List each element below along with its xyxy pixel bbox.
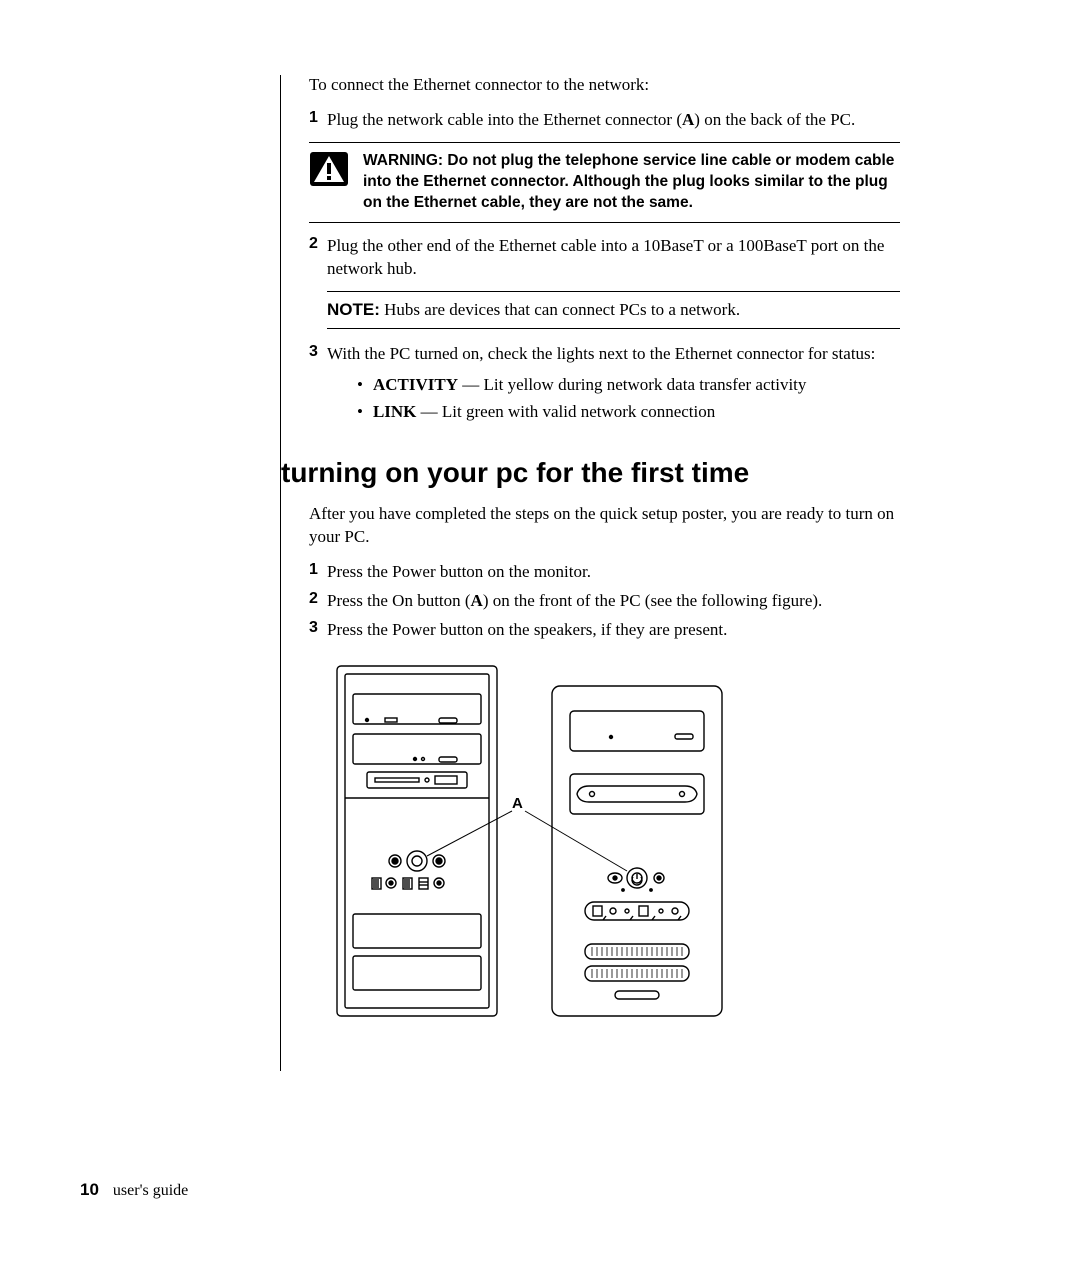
step-number: 2 xyxy=(309,235,327,253)
bullet-label: ACTIVITY xyxy=(373,375,458,394)
step-bold-ref: A xyxy=(682,110,694,129)
step-text-after: ) on the back of the PC. xyxy=(694,110,855,129)
step-text-before: Press the On button ( xyxy=(327,591,471,610)
warning-body: Do not plug the telephone service line c… xyxy=(363,152,894,211)
bullet-link: • LINK — Lit green with valid network co… xyxy=(357,401,900,424)
warning-icon xyxy=(309,151,349,187)
step-number: 2 xyxy=(309,590,327,608)
figure-label-a: A xyxy=(512,795,523,812)
bullet-content: ACTIVITY — Lit yellow during network dat… xyxy=(373,374,806,397)
power-step-2: 2 Press the On button (A) on the front o… xyxy=(309,590,900,613)
ethernet-step-2: 2 Plug the other end of the Ethernet cab… xyxy=(309,235,900,281)
ethernet-step-1: 1 Plug the network cable into the Ethern… xyxy=(309,109,900,132)
warning-box: WARNING: Do not plug the telephone servi… xyxy=(309,142,900,223)
note-text: Hubs are devices that can connect PCs to… xyxy=(380,300,740,319)
note-box: NOTE: Hubs are devices that can connect … xyxy=(327,291,900,329)
warning-text: WARNING: Do not plug the telephone servi… xyxy=(363,151,900,214)
bullet-text: — Lit yellow during network data transfe… xyxy=(458,375,806,394)
bullet-content: LINK — Lit green with valid network conn… xyxy=(373,401,715,424)
warning-label: WARNING: xyxy=(363,152,443,169)
step-bold-ref: A xyxy=(471,591,483,610)
page-footer: 10 user's guide xyxy=(80,1180,188,1200)
bullet-dot-icon: • xyxy=(357,374,363,396)
power-step-3: 3 Press the Power button on the speakers… xyxy=(309,619,900,642)
step-number: 3 xyxy=(309,343,327,361)
pc-tower-figure: A xyxy=(327,656,900,1031)
bullet-text: — Lit green with valid network connectio… xyxy=(416,402,715,421)
step-body: Plug the other end of the Ethernet cable… xyxy=(327,235,900,281)
step-number: 1 xyxy=(309,109,327,127)
step-number: 1 xyxy=(309,561,327,579)
footer-guide-label: user's guide xyxy=(113,1182,188,1199)
after-heading-text: After you have completed the steps on th… xyxy=(309,503,900,549)
intro-text: To connect the Ethernet connector to the… xyxy=(309,75,900,95)
step-text-before: Plug the network cable into the Ethernet… xyxy=(327,110,682,129)
bullet-list: • ACTIVITY — Lit yellow during network d… xyxy=(357,374,900,425)
step-text-after: ) on the front of the PC (see the follow… xyxy=(483,591,822,610)
page-content: To connect the Ethernet connector to the… xyxy=(280,75,900,1071)
bullet-activity: • ACTIVITY — Lit yellow during network d… xyxy=(357,374,900,397)
step-body: Press the On button (A) on the front of … xyxy=(327,590,900,613)
power-step-1: 1 Press the Power button on the monitor. xyxy=(309,561,900,584)
step3-text: With the PC turned on, check the lights … xyxy=(327,344,875,363)
section-heading: turning on your pc for the first time xyxy=(281,457,900,489)
note-label: NOTE: xyxy=(327,300,380,319)
step-body: Plug the network cable into the Ethernet… xyxy=(327,109,900,132)
bullet-label: LINK xyxy=(373,402,416,421)
step-body: Press the Power button on the monitor. xyxy=(327,561,900,584)
step-number: 3 xyxy=(309,619,327,637)
step-body: With the PC turned on, check the lights … xyxy=(327,343,900,430)
ethernet-step-3: 3 With the PC turned on, check the light… xyxy=(309,343,900,430)
step-body: Press the Power button on the speakers, … xyxy=(327,619,900,642)
page-number: 10 xyxy=(80,1180,99,1199)
bullet-dot-icon: • xyxy=(357,401,363,423)
